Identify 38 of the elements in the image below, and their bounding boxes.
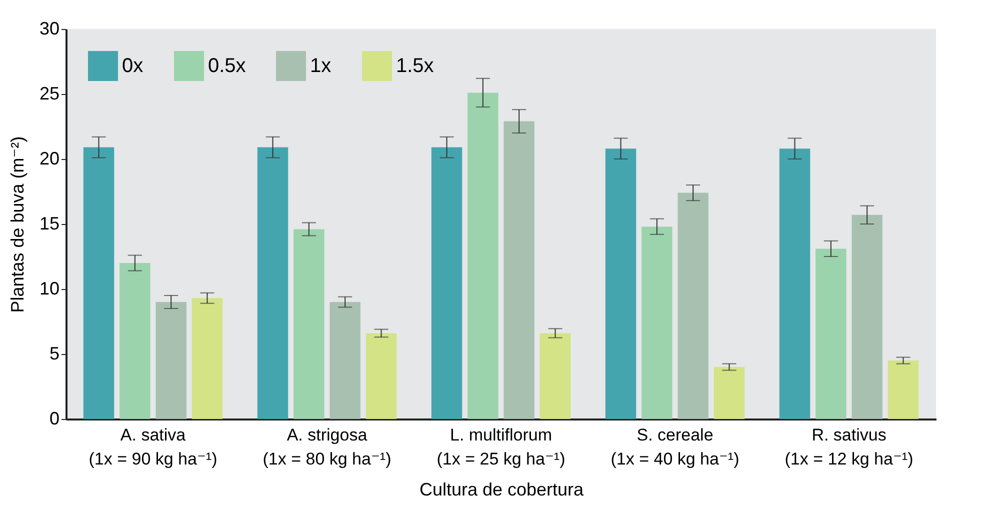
legend-label: 0.5x (208, 55, 246, 77)
bar (605, 148, 636, 419)
legend-label: 1x (310, 55, 332, 77)
bar (642, 226, 672, 419)
y-tick-label: 15 (39, 214, 60, 234)
y-axis-title: Plantas de buva (m⁻²) (7, 136, 28, 313)
y-tick-label: 10 (39, 278, 60, 298)
legend-label: 1.5x (396, 55, 434, 77)
bar (504, 121, 534, 419)
bar (330, 302, 360, 419)
y-tick-label: 5 (49, 344, 60, 364)
bar (431, 147, 462, 419)
x-tick-label: A. strigosa (1x = 80 kg ha⁻¹) (262, 426, 392, 468)
bar (852, 214, 882, 419)
y-tick-label: 30 (39, 18, 60, 38)
bar (257, 147, 288, 419)
x-tick-label: L. multiflorum (1x = 25 kg ha⁻¹) (436, 426, 566, 468)
x-tick-label: A. sativa (1x = 90 kg ha⁻¹) (88, 426, 218, 468)
y-tick-label: 0 (49, 408, 60, 428)
legend-label: 0x (122, 55, 144, 77)
y-tick-label: 25 (39, 84, 60, 104)
bar (714, 367, 745, 419)
x-tick-label: R. sativus (1x = 12 kg ha⁻¹) (784, 426, 914, 468)
bar (540, 333, 571, 419)
bar (468, 92, 498, 419)
bar (678, 192, 708, 419)
bar (816, 248, 846, 419)
bar (888, 360, 919, 419)
y-tick-label: 20 (39, 148, 60, 168)
bar (294, 229, 324, 419)
bar (156, 302, 186, 419)
bar (192, 298, 223, 419)
bar (120, 263, 150, 419)
x-tick-label: S. cereale (1x = 40 kg ha⁻¹) (610, 426, 740, 468)
bar (366, 333, 397, 419)
x-axis-title: Cultura de cobertura (419, 480, 585, 500)
bar (83, 147, 114, 419)
bar (779, 148, 810, 419)
